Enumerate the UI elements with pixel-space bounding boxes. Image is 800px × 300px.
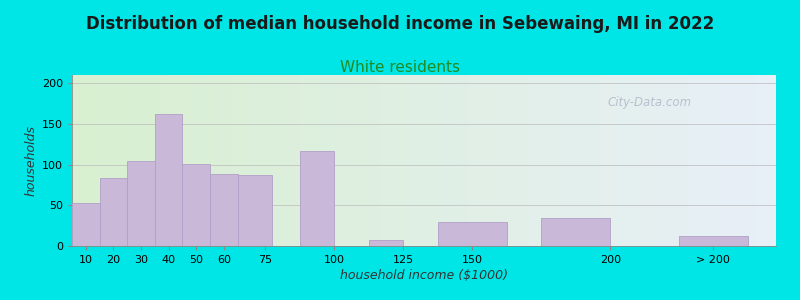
Bar: [542, 218, 610, 246]
Bar: [127, 161, 155, 246]
Bar: [679, 236, 748, 246]
Bar: [238, 175, 272, 246]
Bar: [438, 222, 507, 246]
Bar: [369, 240, 403, 246]
Bar: [100, 178, 127, 246]
X-axis label: household income ($1000): household income ($1000): [340, 269, 508, 282]
Text: Distribution of median household income in Sebewaing, MI in 2022: Distribution of median household income …: [86, 15, 714, 33]
Text: City-Data.com: City-Data.com: [607, 96, 691, 109]
Bar: [72, 203, 100, 246]
Text: White residents: White residents: [340, 60, 460, 75]
Bar: [155, 114, 182, 246]
Bar: [182, 164, 210, 246]
Y-axis label: households: households: [25, 125, 38, 196]
Bar: [210, 174, 238, 246]
Bar: [300, 151, 334, 246]
